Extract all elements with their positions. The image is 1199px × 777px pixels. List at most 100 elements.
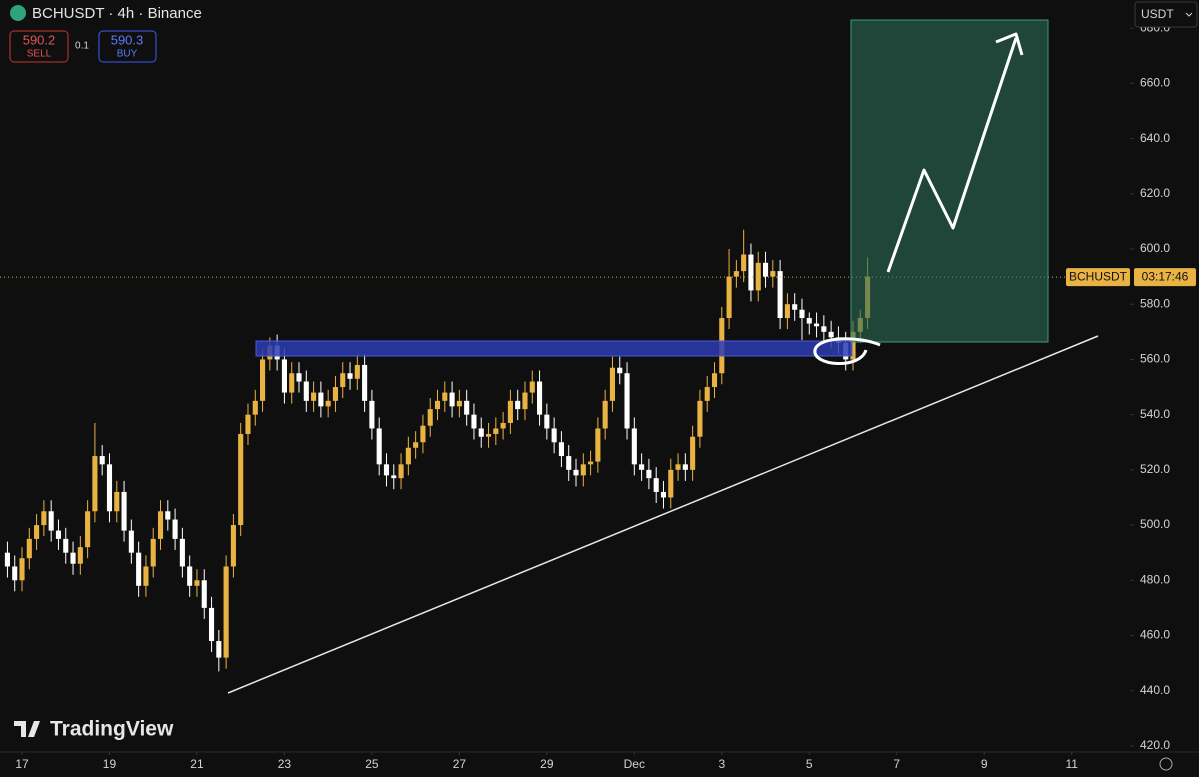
- candle-body: [413, 442, 419, 448]
- candle-body: [4, 552, 10, 567]
- candle-body: [92, 456, 98, 512]
- x-tick-label: 11: [1065, 757, 1078, 771]
- spread: 0.1: [75, 41, 89, 52]
- candle-body: [383, 464, 390, 476]
- candle-body: [34, 525, 40, 539]
- candle-body: [741, 254, 747, 272]
- candle-body: [456, 400, 462, 407]
- candle-body: [507, 400, 513, 423]
- currency: USDT: [1141, 7, 1174, 21]
- y-tick-label: 620.0: [1140, 186, 1170, 200]
- candle-body: [303, 381, 309, 401]
- candle-body: [697, 400, 703, 437]
- candle-body: [172, 519, 178, 539]
- settings-icon[interactable]: [1159, 757, 1173, 771]
- candle-body: [704, 387, 710, 401]
- buy-button[interactable]: [98, 30, 157, 63]
- candle-body: [624, 373, 630, 429]
- candle-body: [792, 304, 798, 310]
- candle-body: [814, 323, 820, 327]
- candle-body: [529, 381, 535, 393]
- candle-body: [362, 364, 368, 401]
- candle-body: [48, 511, 54, 531]
- candle-body: [281, 359, 287, 393]
- candle-body: [143, 566, 149, 586]
- candle-body: [136, 552, 142, 586]
- candle-body: [551, 428, 557, 443]
- x-tick-label: 17: [15, 757, 29, 771]
- candle-body: [41, 511, 47, 526]
- buy-label: BUY: [117, 49, 138, 60]
- projection-arrow: [886, 37, 1018, 273]
- candle-body: [755, 262, 761, 291]
- y-tick-label: 660.0: [1140, 76, 1170, 90]
- candle-body: [558, 442, 564, 457]
- candle-body: [675, 464, 681, 470]
- candle-body: [427, 409, 433, 426]
- candle-body: [784, 304, 790, 319]
- candle-body: [354, 364, 360, 379]
- candle-body: [850, 331, 856, 360]
- candle-body: [187, 566, 193, 586]
- sell-button[interactable]: [9, 30, 69, 63]
- plot-area: 420.0 440.0 460.0 480.0 500.0 520.0 540.0 560.0…: [0, 20, 1170, 771]
- target-zone: [850, 19, 1049, 343]
- candle-body: [631, 428, 637, 465]
- x-tick-label: 29: [540, 757, 554, 771]
- x-tick-label: 7: [893, 757, 900, 771]
- candle-body: [150, 538, 156, 567]
- y-tick-label: 440.0: [1140, 683, 1170, 697]
- candle-body: [179, 538, 185, 567]
- candle-body: [19, 558, 25, 581]
- candle-body: [544, 414, 550, 429]
- candle-body: [646, 469, 652, 479]
- candle-body: [485, 433, 492, 437]
- candle-body: [106, 464, 113, 512]
- candle-body: [238, 433, 244, 526]
- currency-select[interactable]: [1134, 1, 1198, 28]
- candle-body: [208, 607, 215, 642]
- candle-body: [617, 367, 623, 374]
- price-label-symbol: BCHUSDT: [1069, 269, 1128, 283]
- candle-body: [398, 464, 404, 479]
- y-tick-label: 560.0: [1140, 352, 1170, 366]
- candle-body: [668, 469, 674, 498]
- candle-body: [376, 428, 382, 465]
- dropdown-caret: [1185, 12, 1193, 17]
- candle-body: [325, 400, 331, 407]
- brand: TradingView: [50, 718, 174, 741]
- brand-logo: [14, 721, 40, 737]
- candle-body: [588, 461, 594, 465]
- buy-price: 590.3: [111, 32, 144, 47]
- candle-body: [464, 400, 470, 415]
- x-tick-label: 21: [190, 757, 204, 771]
- candle-body: [639, 464, 645, 470]
- x-tick-label: 3: [718, 757, 725, 771]
- y-tick-label: 600.0: [1140, 241, 1170, 255]
- candle-body: [114, 491, 120, 512]
- candle-body: [748, 254, 754, 291]
- candle-body: [806, 318, 812, 324]
- candle-body: [471, 414, 477, 429]
- candle-body: [165, 511, 171, 520]
- candle-body: [434, 400, 441, 410]
- candle-body: [711, 373, 718, 388]
- candle-body: [347, 373, 353, 379]
- candle-body: [216, 641, 222, 658]
- candle-body: [442, 392, 448, 401]
- y-tick-label: 640.0: [1140, 131, 1170, 145]
- candle-body: [252, 400, 258, 415]
- candle-body: [420, 425, 426, 443]
- candle-body: [515, 400, 521, 410]
- candle-body: [493, 428, 499, 434]
- candle-body: [602, 400, 608, 429]
- candle-body: [85, 511, 91, 548]
- candle-body: [55, 530, 62, 539]
- candle-body: [260, 359, 266, 401]
- chart-title: BCHUSDT · 4h · Binance: [32, 5, 202, 22]
- retest-circle: [813, 337, 881, 365]
- candle-body: [580, 464, 586, 476]
- candle-body: [311, 392, 317, 401]
- y-tick-label: 540.0: [1140, 407, 1170, 421]
- candle-body: [70, 552, 76, 564]
